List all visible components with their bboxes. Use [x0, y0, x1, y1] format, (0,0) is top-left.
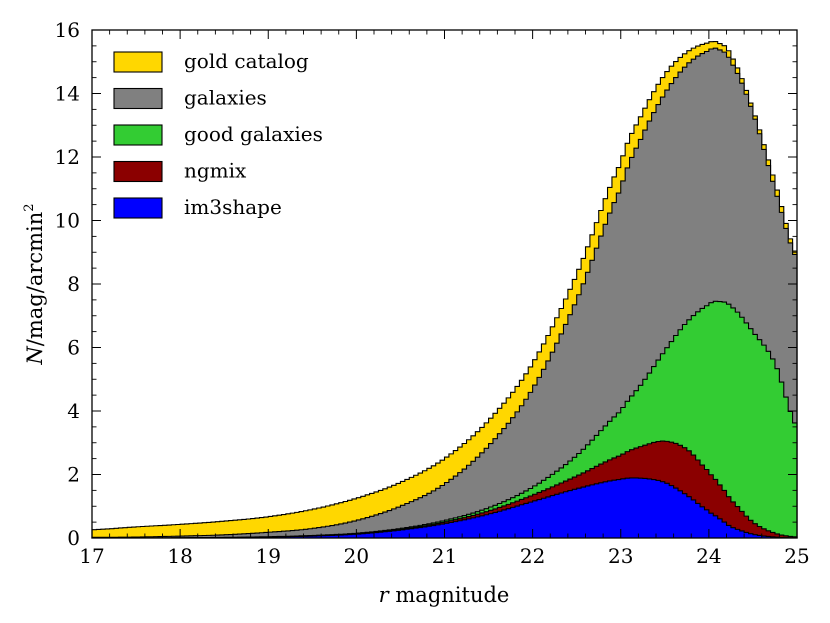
- y-tick-label: 8: [67, 272, 80, 296]
- x-tick-label: 25: [784, 544, 809, 568]
- x-tick-label: 20: [344, 544, 369, 568]
- legend-swatch-im3shape: [113, 197, 163, 219]
- x-tick-label: 22: [520, 544, 545, 568]
- y-tick-label: 0: [67, 526, 80, 550]
- x-tick-label: 19: [256, 544, 281, 568]
- y-tick-label: 14: [55, 82, 80, 106]
- legend-label: ngmix: [184, 159, 247, 183]
- x-tick-label: 23: [608, 544, 633, 568]
- x-axis-title: r magnitude: [379, 583, 510, 607]
- y-axis-superscript: 2: [22, 203, 37, 211]
- y-tick-label: 12: [55, 145, 80, 169]
- y-tick-label: 10: [55, 209, 80, 233]
- legend-label: good galaxies: [184, 122, 323, 146]
- y-axis-unit: /mag/arcmin: [23, 212, 47, 347]
- y-tick-label: 4: [67, 399, 80, 423]
- legend-swatch-galaxies: [113, 87, 163, 110]
- y-tick-label: 6: [67, 336, 80, 360]
- y-axis-title: N/mag/arcmin2: [22, 203, 47, 365]
- legend-swatch-gold-catalog: [113, 51, 163, 73]
- legend-label: galaxies: [184, 86, 267, 110]
- x-tick-label: 17: [79, 544, 104, 568]
- x-axis-unit: magnitude: [395, 583, 509, 607]
- legend-label: gold catalog: [184, 49, 309, 73]
- x-tick-label: 24: [696, 544, 721, 568]
- x-tick-label: 21: [432, 544, 457, 568]
- x-tick-label: 18: [167, 544, 192, 568]
- plot-frame: [91, 29, 798, 539]
- x-axis-variable: r: [379, 583, 391, 607]
- y-tick-label: 16: [55, 18, 80, 42]
- y-tick-label: 2: [67, 463, 80, 487]
- legend-swatch-good-galaxies: [113, 124, 163, 146]
- series-layer: [91, 41, 798, 539]
- legend-swatch-ngmix: [113, 160, 163, 183]
- legend-label: im3shape: [184, 195, 282, 219]
- y-axis-variable: N: [23, 346, 47, 366]
- legend: gold catalog galaxies good galaxies ngmix im…: [113, 49, 323, 219]
